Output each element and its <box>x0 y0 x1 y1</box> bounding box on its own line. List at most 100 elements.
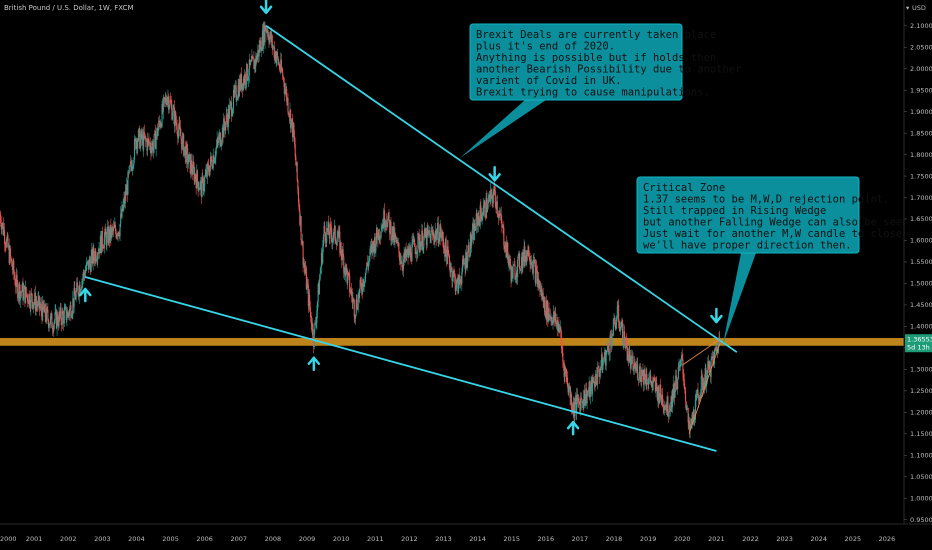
annotation-line: Critical Zone <box>643 182 725 194</box>
candle-body <box>261 30 263 51</box>
candle-body <box>616 318 618 323</box>
candle-body <box>1 225 3 230</box>
candle-body <box>352 299 354 302</box>
candle-body <box>698 397 700 401</box>
candle-body <box>427 227 429 233</box>
candle-body <box>88 258 90 270</box>
candle-body <box>8 245 10 264</box>
candle-body <box>280 59 282 71</box>
candle-body <box>683 378 685 388</box>
candle-body <box>427 230 429 233</box>
candle-body <box>442 232 444 240</box>
rising-wedge-lower-line[interactable] <box>688 343 721 434</box>
candle-body <box>520 268 522 270</box>
candle-body <box>356 308 359 310</box>
x-tick-label: 2020 <box>674 535 691 543</box>
candle-body <box>618 305 620 323</box>
candle-body <box>41 310 43 321</box>
candle-body <box>490 189 492 202</box>
candle-body <box>556 319 558 322</box>
candle-body <box>416 250 418 255</box>
falling-wedge-support-line[interactable] <box>85 276 717 452</box>
candle-body <box>56 314 58 329</box>
candle-body <box>580 398 582 400</box>
candle-body <box>418 235 420 249</box>
candle-body <box>641 369 643 382</box>
candle-body <box>227 108 229 128</box>
candle-body <box>248 75 250 80</box>
candle-body <box>42 300 44 309</box>
candle-body <box>291 118 293 120</box>
trendlines-layer[interactable] <box>85 25 738 452</box>
candle-body <box>374 237 376 252</box>
candle-body <box>673 383 675 398</box>
currency-caret-icon[interactable]: ▾ <box>906 4 910 12</box>
candle-body <box>552 317 554 325</box>
candle-body <box>320 267 322 274</box>
candle-body <box>50 313 52 317</box>
candle-body <box>462 259 464 261</box>
candle-body <box>9 248 12 258</box>
candle-body <box>176 125 178 134</box>
candle-body <box>15 285 17 288</box>
candle-body <box>466 262 468 268</box>
candle-body <box>274 51 276 58</box>
notes-layer[interactable]: Brexit Deals are currently taken placepl… <box>460 23 915 344</box>
candle-body <box>318 284 320 295</box>
annotation-box <box>636 176 860 254</box>
candle-body <box>665 404 667 407</box>
candle-body <box>4 244 6 246</box>
candle-body <box>604 349 607 366</box>
candle-body <box>658 386 660 404</box>
candle-body <box>70 305 72 318</box>
support-zone-band[interactable] <box>0 338 904 346</box>
rising-wedge-upper-line[interactable] <box>682 338 721 366</box>
candle-body <box>612 318 614 336</box>
candle-body <box>32 304 35 309</box>
candle-body <box>569 386 571 399</box>
candle-body <box>479 205 481 226</box>
candle-body <box>194 173 196 181</box>
candle-body <box>400 261 403 264</box>
candle-body <box>253 60 256 70</box>
annotation-callout[interactable]: Brexit Deals are currently taken placepl… <box>460 23 742 158</box>
falling-wedge-resistance-line[interactable] <box>265 25 738 353</box>
y-tick-label: 1.0500 <box>910 473 932 481</box>
candle-body <box>387 212 389 219</box>
candle-body <box>432 232 434 235</box>
candle-body <box>299 216 302 225</box>
candle-body <box>282 77 284 79</box>
candle-body <box>12 261 14 270</box>
candle-body <box>278 63 281 69</box>
candle-body <box>422 247 424 250</box>
candle-body <box>88 260 90 270</box>
candle-body <box>123 197 125 204</box>
candle-body <box>444 249 446 257</box>
candle-body <box>119 223 121 237</box>
price-axis[interactable]: 0.9500 1.0000 1.0500 1.1000 1.1500 1.2000 1.25… <box>904 22 932 524</box>
candle-body <box>131 166 134 171</box>
candle-body <box>269 36 271 43</box>
candle-body <box>583 390 585 408</box>
candle-body <box>150 147 153 154</box>
candle-body <box>173 107 176 127</box>
candle-body <box>341 249 343 261</box>
candle-body <box>322 246 324 263</box>
candle-body <box>662 394 664 407</box>
candle-body <box>96 259 98 261</box>
candle-body <box>371 244 373 253</box>
candle-body <box>650 380 652 387</box>
candle-body <box>425 231 427 238</box>
candle-body <box>70 315 73 318</box>
candle-body <box>410 247 412 260</box>
candle-body <box>690 418 692 426</box>
annotation-line: Brexit Deals are currently taken place <box>476 29 716 41</box>
candle-body <box>222 127 224 138</box>
candle-body <box>566 377 569 386</box>
candle-body <box>162 98 164 112</box>
candle-body <box>496 201 498 214</box>
candle-body <box>591 380 593 395</box>
time-axis[interactable]: 2000 2001 2002 2003 2004 2005 2006 2007 2008 2009… <box>0 535 895 543</box>
